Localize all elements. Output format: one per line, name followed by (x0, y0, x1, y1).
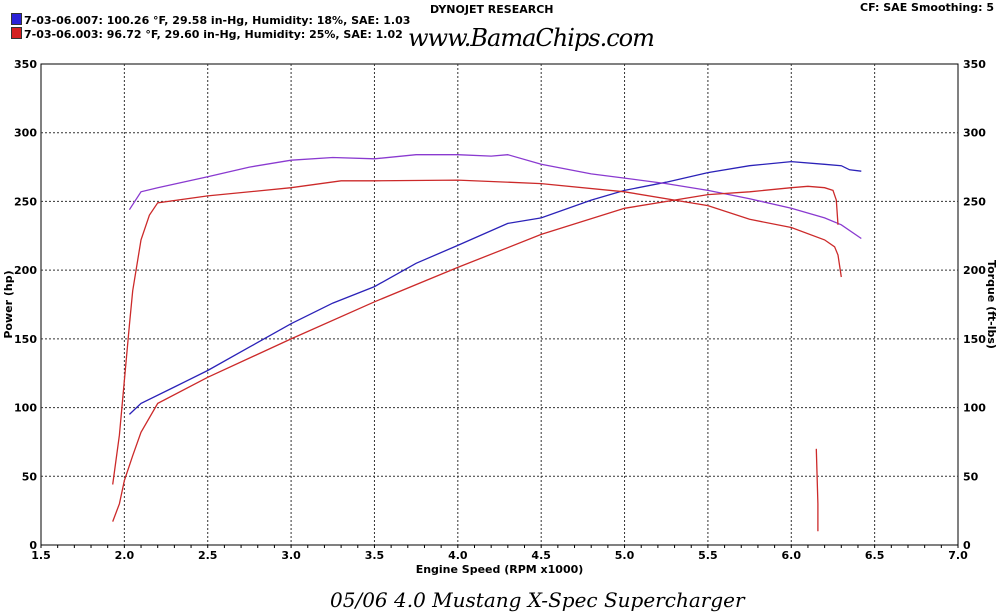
x-tick-label: 6.5 (865, 549, 885, 562)
y-tick-label: 150 (14, 333, 37, 346)
legend-run-1: 7-03-06.007: 100.26 °F, 29.58 in-Hg, Hum… (11, 13, 410, 27)
y2-tick-label: 300 (963, 127, 986, 140)
y2-tick-label: 150 (963, 333, 986, 346)
legend-swatch-blue (11, 13, 22, 25)
y2-tick-label: 200 (963, 264, 986, 277)
y-tick-label: 100 (14, 402, 37, 415)
y2-tick-label: 350 (963, 58, 986, 71)
x-tick-label: 3.5 (365, 549, 385, 562)
plot-area (40, 63, 959, 546)
x-tick-label: 2.0 (115, 549, 135, 562)
series-line-2 (112, 185, 839, 522)
y-axis-label: Power (hp) (2, 270, 15, 338)
x-tick-label: 7.0 (948, 549, 968, 562)
y2-tick-label: 250 (963, 195, 986, 208)
x-tick-label: 1.5 (31, 549, 51, 562)
y2-tick-label: 50 (963, 470, 979, 483)
y-tick-label: 50 (22, 470, 38, 483)
y2-tick-label: 0 (963, 539, 971, 552)
legend-label: 7-03-06.007: 100.26 °F, 29.58 in-Hg, Hum… (24, 14, 411, 27)
legend-swatch-red (11, 27, 22, 39)
y-tick-label: 0 (29, 539, 37, 552)
y2-tick-label: 100 (963, 402, 986, 415)
x-tick-label: 5.5 (698, 549, 718, 562)
series-line-1 (128, 154, 862, 240)
y2-axis-label: Torque (ft-lbs) (985, 260, 998, 349)
series-line-4 (815, 448, 819, 532)
x-tick-label: 4.5 (531, 549, 551, 562)
legend-run-2: 7-03-06.003: 96.72 °F, 29.60 in-Hg, Humi… (11, 27, 403, 41)
y-tick-label: 300 (14, 127, 37, 140)
x-tick-label: 2.5 (198, 549, 218, 562)
x-tick-label: 5.0 (615, 549, 635, 562)
y-tick-label: 350 (14, 58, 37, 71)
series-line-0 (128, 160, 862, 415)
x-tick-label: 4.0 (448, 549, 468, 562)
y-tick-label: 250 (14, 195, 37, 208)
x-tick-label: 3.0 (281, 549, 301, 562)
logo-text: www.BamaChips.com (408, 24, 655, 52)
x-tick-label: 6.0 (782, 549, 802, 562)
y-tick-label: 200 (14, 264, 37, 277)
legend-label: 7-03-06.003: 96.72 °F, 29.60 in-Hg, Humi… (24, 28, 403, 41)
series-line-3 (112, 179, 842, 485)
x-axis-label: Engine Speed (RPM x1000) (416, 563, 584, 576)
caption: 05/06 4.0 Mustang X-Spec Supercharger (330, 588, 745, 612)
settings-text: CF: SAE Smoothing: 5 (860, 1, 994, 14)
chart-title: DYNOJET RESEARCH (430, 3, 554, 16)
